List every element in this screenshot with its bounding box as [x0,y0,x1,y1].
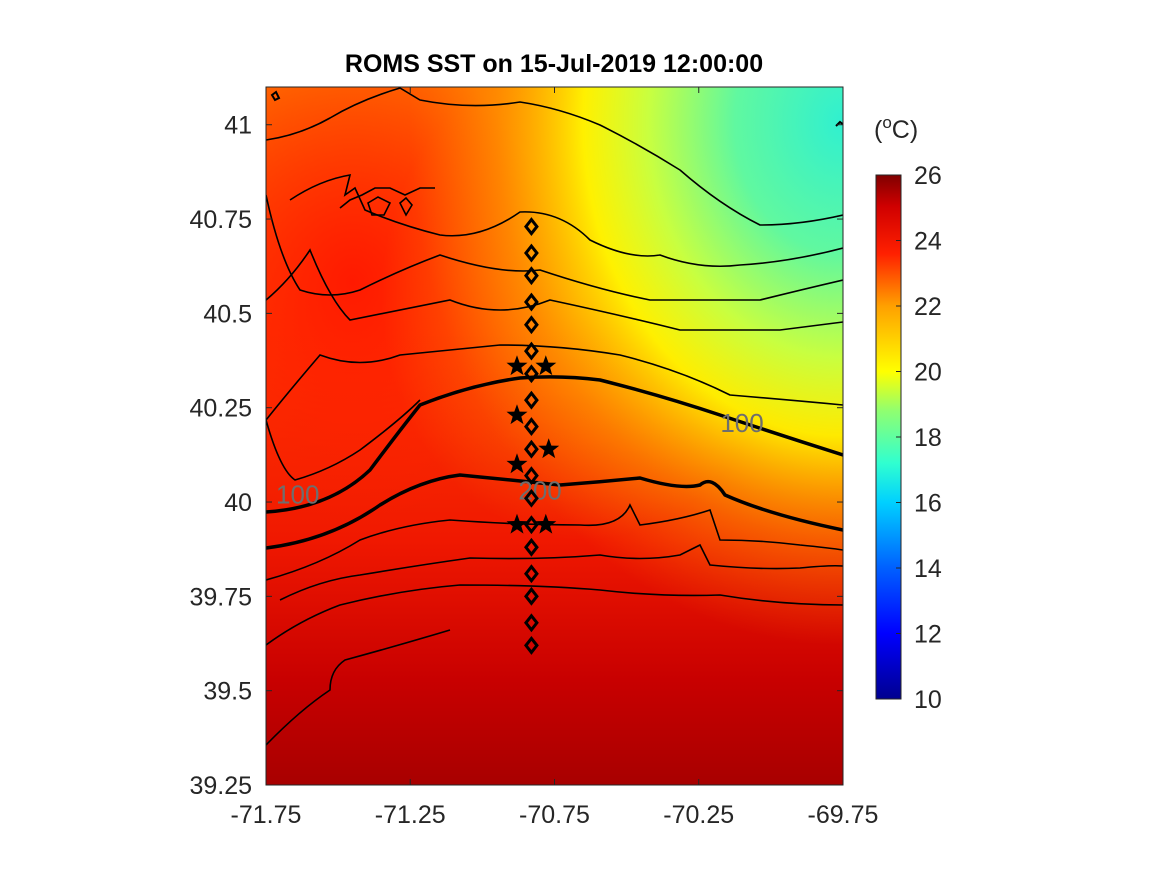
y-tick-label: 40 [224,489,252,517]
transect-diamond [524,586,539,606]
contour-label: 100 [720,408,763,438]
colorbar-tick-label: 18 [914,424,942,452]
colorbar-tick-label: 22 [914,293,942,321]
y-tick-label: 40.25 [189,395,252,423]
transect-diamond [524,635,539,655]
y-tick-label: 39.75 [189,583,252,611]
y-tick-label: 40.5 [203,300,252,328]
y-tick-label: 39.25 [189,772,252,800]
transect-diamond [524,266,539,286]
transect-diamond [524,364,539,384]
transect-diamond [524,217,539,237]
y-axis: 39.25 39.5 39.75 40 40.25 40.5 40.75 41 [189,112,843,800]
mooring-star [538,438,560,459]
transect-diamond [524,537,539,557]
y-tick-label: 39.5 [203,678,252,706]
sst-field [266,87,843,785]
mooring-star [535,355,557,376]
mooring-star [535,513,557,534]
mooring-stars [506,355,560,534]
transect-diamond [524,417,539,436]
transect-diamond [524,466,539,486]
contour-label: 100 [276,479,319,509]
colorbar-tick-label: 12 [914,621,942,649]
chart-title: ROMS SST on 15-Jul-2019 12:00:00 [345,50,763,78]
colorbar-tick-label: 10 [914,686,942,714]
x-axis: -71.75 -71.25 -70.75 -70.25 -69.75 [231,87,879,829]
depth-contours [266,87,843,746]
transect-diamonds [524,217,539,655]
x-tick-label: -69.75 [808,801,879,829]
colorbar-unit-label: (oC) [874,113,918,144]
transect-diamond [524,390,539,410]
transect-diamond [524,341,539,361]
mooring-star [506,453,528,474]
colorbar-ticks: 26 24 22 20 18 16 14 12 10 [896,162,942,714]
colorbar-tick-label: 26 [914,162,942,190]
contour-label: 200 [518,476,561,506]
colorbar: (oC) 26 24 22 20 18 16 14 12 10 [874,113,942,714]
contour-labels: 100 100 200 [276,408,764,510]
x-tick-label: -71.25 [375,801,446,829]
transect-diamond [524,315,539,335]
transect-diamond [524,243,539,263]
transect-diamond [524,439,539,459]
mooring-star [506,355,528,376]
colorbar-tick-label: 20 [914,359,942,387]
y-tick-label: 40.75 [189,206,252,234]
transect-diamond [524,488,539,508]
y-tick-label: 41 [224,112,252,140]
colorbar-tick-label: 16 [914,490,942,518]
x-tick-label: -71.75 [231,801,302,829]
colorbar-tick-label: 24 [914,228,942,256]
transect-diamond [524,292,539,312]
transect-diamond [524,613,539,633]
x-tick-label: -70.75 [519,801,590,829]
colorbar-tick-label: 14 [914,555,942,583]
mooring-star [506,513,528,534]
mooring-star [506,404,528,425]
x-tick-label: -70.25 [663,801,734,829]
transect-diamond [524,564,539,584]
transect-diamond [524,515,539,535]
